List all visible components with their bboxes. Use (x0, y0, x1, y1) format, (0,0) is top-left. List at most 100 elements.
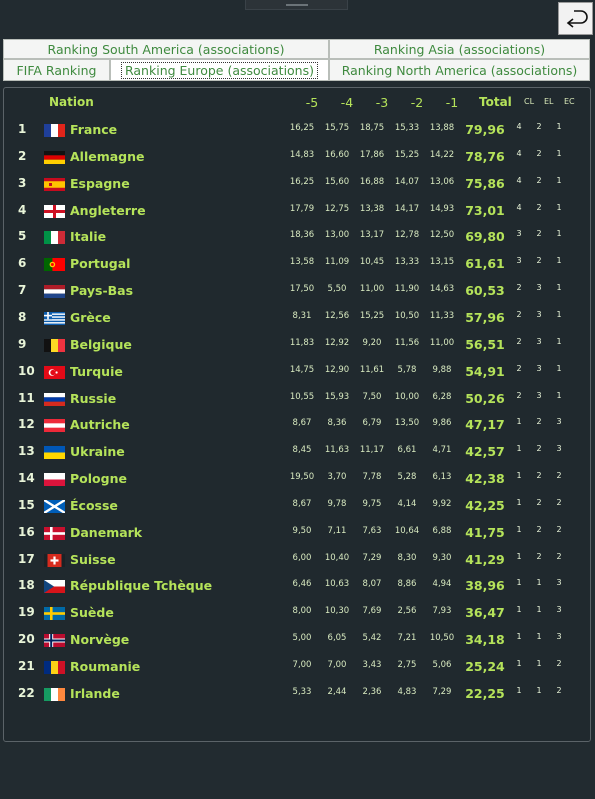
rank-cell: 18 (18, 578, 35, 593)
el-places-cell: 2 (536, 497, 542, 507)
season-score-cell: 2,44 (327, 686, 347, 697)
table-row: 20 Norvège 5,00 6,05 5,42 7,21 10,50 34,18 1 1 3 (0, 626, 595, 653)
season-score-cell: 17,86 (359, 149, 385, 160)
window-drag-handle[interactable] (245, 0, 348, 10)
season-score-cell: 9,92 (432, 498, 452, 509)
ec-places-cell: 1 (556, 202, 562, 212)
el-places-cell: 3 (536, 283, 542, 293)
season-score-cell: 4,94 (432, 579, 452, 590)
tab-fifa[interactable]: FIFA Ranking (3, 59, 110, 81)
tab-europe[interactable]: Ranking Europe (associations) (110, 59, 329, 81)
season-score-cell: 14,63 (429, 284, 455, 295)
cl-places-cell: 4 (516, 175, 522, 185)
nation-name: Roumanie (70, 659, 141, 674)
el-places-cell: 2 (536, 471, 542, 481)
header-ec: EC (564, 97, 575, 106)
tab-south-america[interactable]: Ranking South America (associations) (3, 39, 329, 59)
tab-asia[interactable]: Ranking Asia (associations) (329, 39, 590, 59)
table-row: 5 Italie 18,36 13,00 13,17 12,78 12,50 69,80 3 2 1 (0, 223, 595, 250)
season-score-cell: 12,78 (394, 230, 420, 241)
ec-places-cell: 3 (556, 444, 562, 454)
season-score-cell: 6,13 (432, 472, 452, 483)
tab-north-america[interactable]: Ranking North America (associations) (329, 59, 590, 81)
cl-places-cell: 2 (516, 309, 522, 319)
season-score-cell: 8,07 (362, 579, 382, 590)
season-score-cell: 7,50 (362, 391, 382, 402)
season-score-cell: 14,93 (429, 203, 455, 214)
nation-name: Autriche (70, 417, 130, 433)
season-score-cell: 10,30 (324, 606, 350, 617)
el-places-cell: 3 (536, 363, 542, 373)
return-arrow-icon (566, 10, 588, 28)
cl-places-cell: 1 (516, 685, 522, 695)
season-score-cell: 10,00 (394, 391, 420, 402)
season-score-cell: 13,33 (394, 257, 420, 268)
season-score-cell: 15,75 (324, 123, 350, 133)
turkey-flag-icon (44, 365, 65, 379)
season-score-cell: 2,75 (397, 660, 417, 670)
total-cell: 22,25 (465, 685, 505, 701)
nation-name: Turquie (70, 363, 123, 379)
header-cl: CL (524, 97, 535, 106)
cl-places-cell: 1 (516, 605, 522, 615)
season-score-cell: 5,50 (327, 284, 347, 295)
season-score-cell: 16,25 (289, 123, 315, 133)
cl-places-cell: 1 (516, 417, 522, 427)
season-score-cell: 11,33 (429, 310, 455, 321)
season-score-cell: 13,17 (359, 230, 385, 241)
season-score-cell: 13,88 (429, 123, 455, 133)
total-cell: 56,51 (465, 336, 505, 352)
ec-places-cell: 2 (556, 524, 562, 534)
back-button[interactable] (558, 2, 593, 35)
switzerland-flag-icon (44, 553, 65, 567)
season-score-cell: 11,00 (359, 284, 385, 295)
table-row: 19 Suède 8,00 10,30 7,69 2,56 7,93 36,47 1 1 3 (0, 599, 595, 626)
rank-cell: 11 (18, 390, 35, 405)
nation-name: Belgique (70, 336, 132, 352)
season-score-cell: 11,56 (394, 337, 420, 348)
season-score-cell: 15,60 (324, 176, 350, 187)
table-row: 12 Autriche 8,67 8,36 6,79 13,50 9,86 47,17 1 2 3 (0, 411, 595, 438)
season-score-cell: 9,88 (432, 364, 452, 375)
season-score-cell: 8,30 (397, 552, 417, 563)
header-season-5: -5 (305, 95, 319, 110)
cl-places-cell: 3 (516, 229, 522, 239)
tab-label: Ranking South America (associations) (47, 41, 285, 57)
season-score-cell: 4,71 (432, 445, 452, 456)
table-row: 13 Ukraine 8,45 11,63 11,17 6,61 4,71 42,57 1 2 3 (0, 438, 595, 465)
denmark-flag-icon (44, 526, 65, 540)
rank-cell: 16 (18, 524, 35, 539)
season-score-cell: 9,86 (432, 418, 452, 429)
ec-places-cell: 2 (556, 471, 562, 481)
season-score-cell: 15,33 (394, 123, 420, 133)
season-score-cell: 5,78 (397, 364, 417, 375)
season-score-cell: 15,93 (324, 391, 350, 402)
total-cell: 47,17 (465, 417, 505, 433)
season-score-cell: 8,67 (292, 498, 312, 509)
season-score-cell: 16,88 (359, 176, 385, 187)
rank-cell: 8 (18, 309, 27, 324)
rank-cell: 7 (18, 283, 27, 298)
season-score-cell: 10,40 (324, 552, 350, 563)
germany-flag-icon (44, 150, 65, 164)
season-score-cell: 19,50 (289, 472, 315, 483)
ireland-flag-icon (44, 687, 65, 701)
season-score-cell: 17,79 (289, 203, 315, 214)
el-places-cell: 2 (536, 256, 542, 266)
header-season-4: -4 (340, 95, 354, 110)
austria-flag-icon (44, 419, 65, 433)
season-score-cell: 12,56 (324, 310, 350, 321)
russia-flag-icon (44, 392, 65, 406)
table-row: 1 France 16,25 15,75 18,75 15,33 13,88 79,96 4 2 1 (0, 116, 595, 143)
season-score-cell: 3,70 (327, 472, 347, 483)
header-nation: Nation (49, 95, 94, 109)
cl-places-cell: 4 (516, 202, 522, 212)
belgium-flag-icon (44, 338, 65, 352)
total-cell: 42,57 (465, 444, 505, 460)
season-score-cell: 17,50 (289, 284, 315, 295)
season-score-cell: 7,63 (362, 525, 382, 536)
season-score-cell: 11,90 (394, 284, 420, 295)
el-places-cell: 2 (536, 444, 542, 454)
ec-places-cell: 1 (556, 390, 562, 400)
season-score-cell: 7,29 (432, 686, 452, 697)
